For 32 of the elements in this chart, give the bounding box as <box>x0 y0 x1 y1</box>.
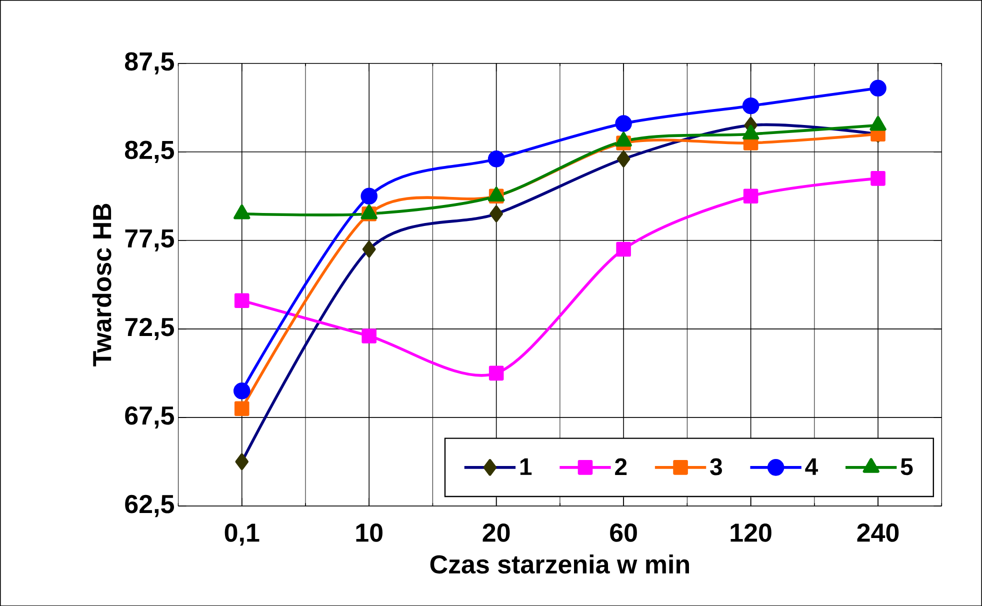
y-tick-label: 62,5 <box>125 494 174 517</box>
legend-label: 4 <box>805 458 818 475</box>
point <box>234 293 250 308</box>
x-tick-label: 60 <box>610 523 637 542</box>
x-tick-label: 120 <box>730 523 772 542</box>
y-tick-label: 82,5 <box>124 140 174 163</box>
legend-label: 3 <box>710 458 722 476</box>
point <box>743 188 758 204</box>
y-axis-title: Twardosc HB <box>92 204 112 366</box>
point <box>616 242 631 257</box>
point <box>870 80 886 96</box>
legend-label: 5 <box>900 458 913 476</box>
point <box>488 150 505 168</box>
y-tick-label: 87,5 <box>124 52 174 74</box>
point <box>488 366 504 380</box>
x-axis-title: Czas starzenia w min <box>430 554 689 574</box>
point <box>742 97 760 114</box>
point <box>870 170 886 186</box>
point <box>362 328 376 344</box>
point <box>360 188 378 204</box>
x-tick-label: 240 <box>857 523 899 542</box>
legend-label: 1 <box>520 458 532 475</box>
legend-label: 2 <box>615 458 627 475</box>
y-tick-label: 77,5 <box>125 229 174 252</box>
point <box>234 401 250 416</box>
y-tick-label: 72,5 <box>125 318 174 340</box>
point <box>233 382 250 400</box>
point <box>615 115 632 132</box>
y-tick-label: 67,5 <box>125 406 174 428</box>
x-tick-label: 20 <box>482 523 510 542</box>
x-tick-label: 0,1 <box>224 523 260 546</box>
x-tick-label: 10 <box>356 523 382 542</box>
